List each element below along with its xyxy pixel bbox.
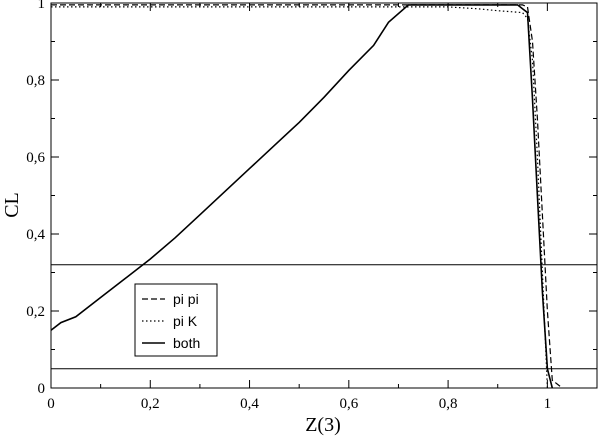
x-axis: 0 0,2 0,4 0,6 0,8 1 <box>47 3 598 412</box>
x-tick-label: 0,2 <box>141 396 160 412</box>
legend-label: pi pi <box>173 291 199 307</box>
series-line-3 <box>50 4 554 389</box>
series-line-1 <box>51 4 563 389</box>
y-tick-label: 1 <box>38 0 46 12</box>
plot-frame <box>50 2 598 389</box>
x-tick-label: 0 <box>47 396 55 412</box>
y-tick-label: 0,8 <box>26 73 45 89</box>
x-axis-label: Z(3) <box>305 414 341 436</box>
y-axis-label: CL <box>1 192 23 218</box>
legend-label: both <box>173 335 200 351</box>
legend: pi pi pi K both <box>134 283 218 357</box>
y-tick-label: 0,6 <box>26 150 45 166</box>
legend-label: pi K <box>173 313 198 329</box>
y-tick-label: 0,2 <box>26 304 45 320</box>
y-tick-label: 0,4 <box>26 227 45 243</box>
y-tick-label: 0 <box>38 381 46 397</box>
series-line-2 <box>51 6 548 389</box>
y-axis: 0 0,2 0,4 0,6 0,8 1 <box>26 0 597 397</box>
series-layer <box>50 4 563 389</box>
x-tick-label: 0,8 <box>439 396 458 412</box>
x-tick-label: 1 <box>544 396 552 412</box>
legend-box <box>134 283 218 357</box>
x-tick-label: 0,4 <box>240 396 259 412</box>
reference-lines <box>51 264 597 370</box>
x-tick-label: 0,6 <box>339 396 358 412</box>
